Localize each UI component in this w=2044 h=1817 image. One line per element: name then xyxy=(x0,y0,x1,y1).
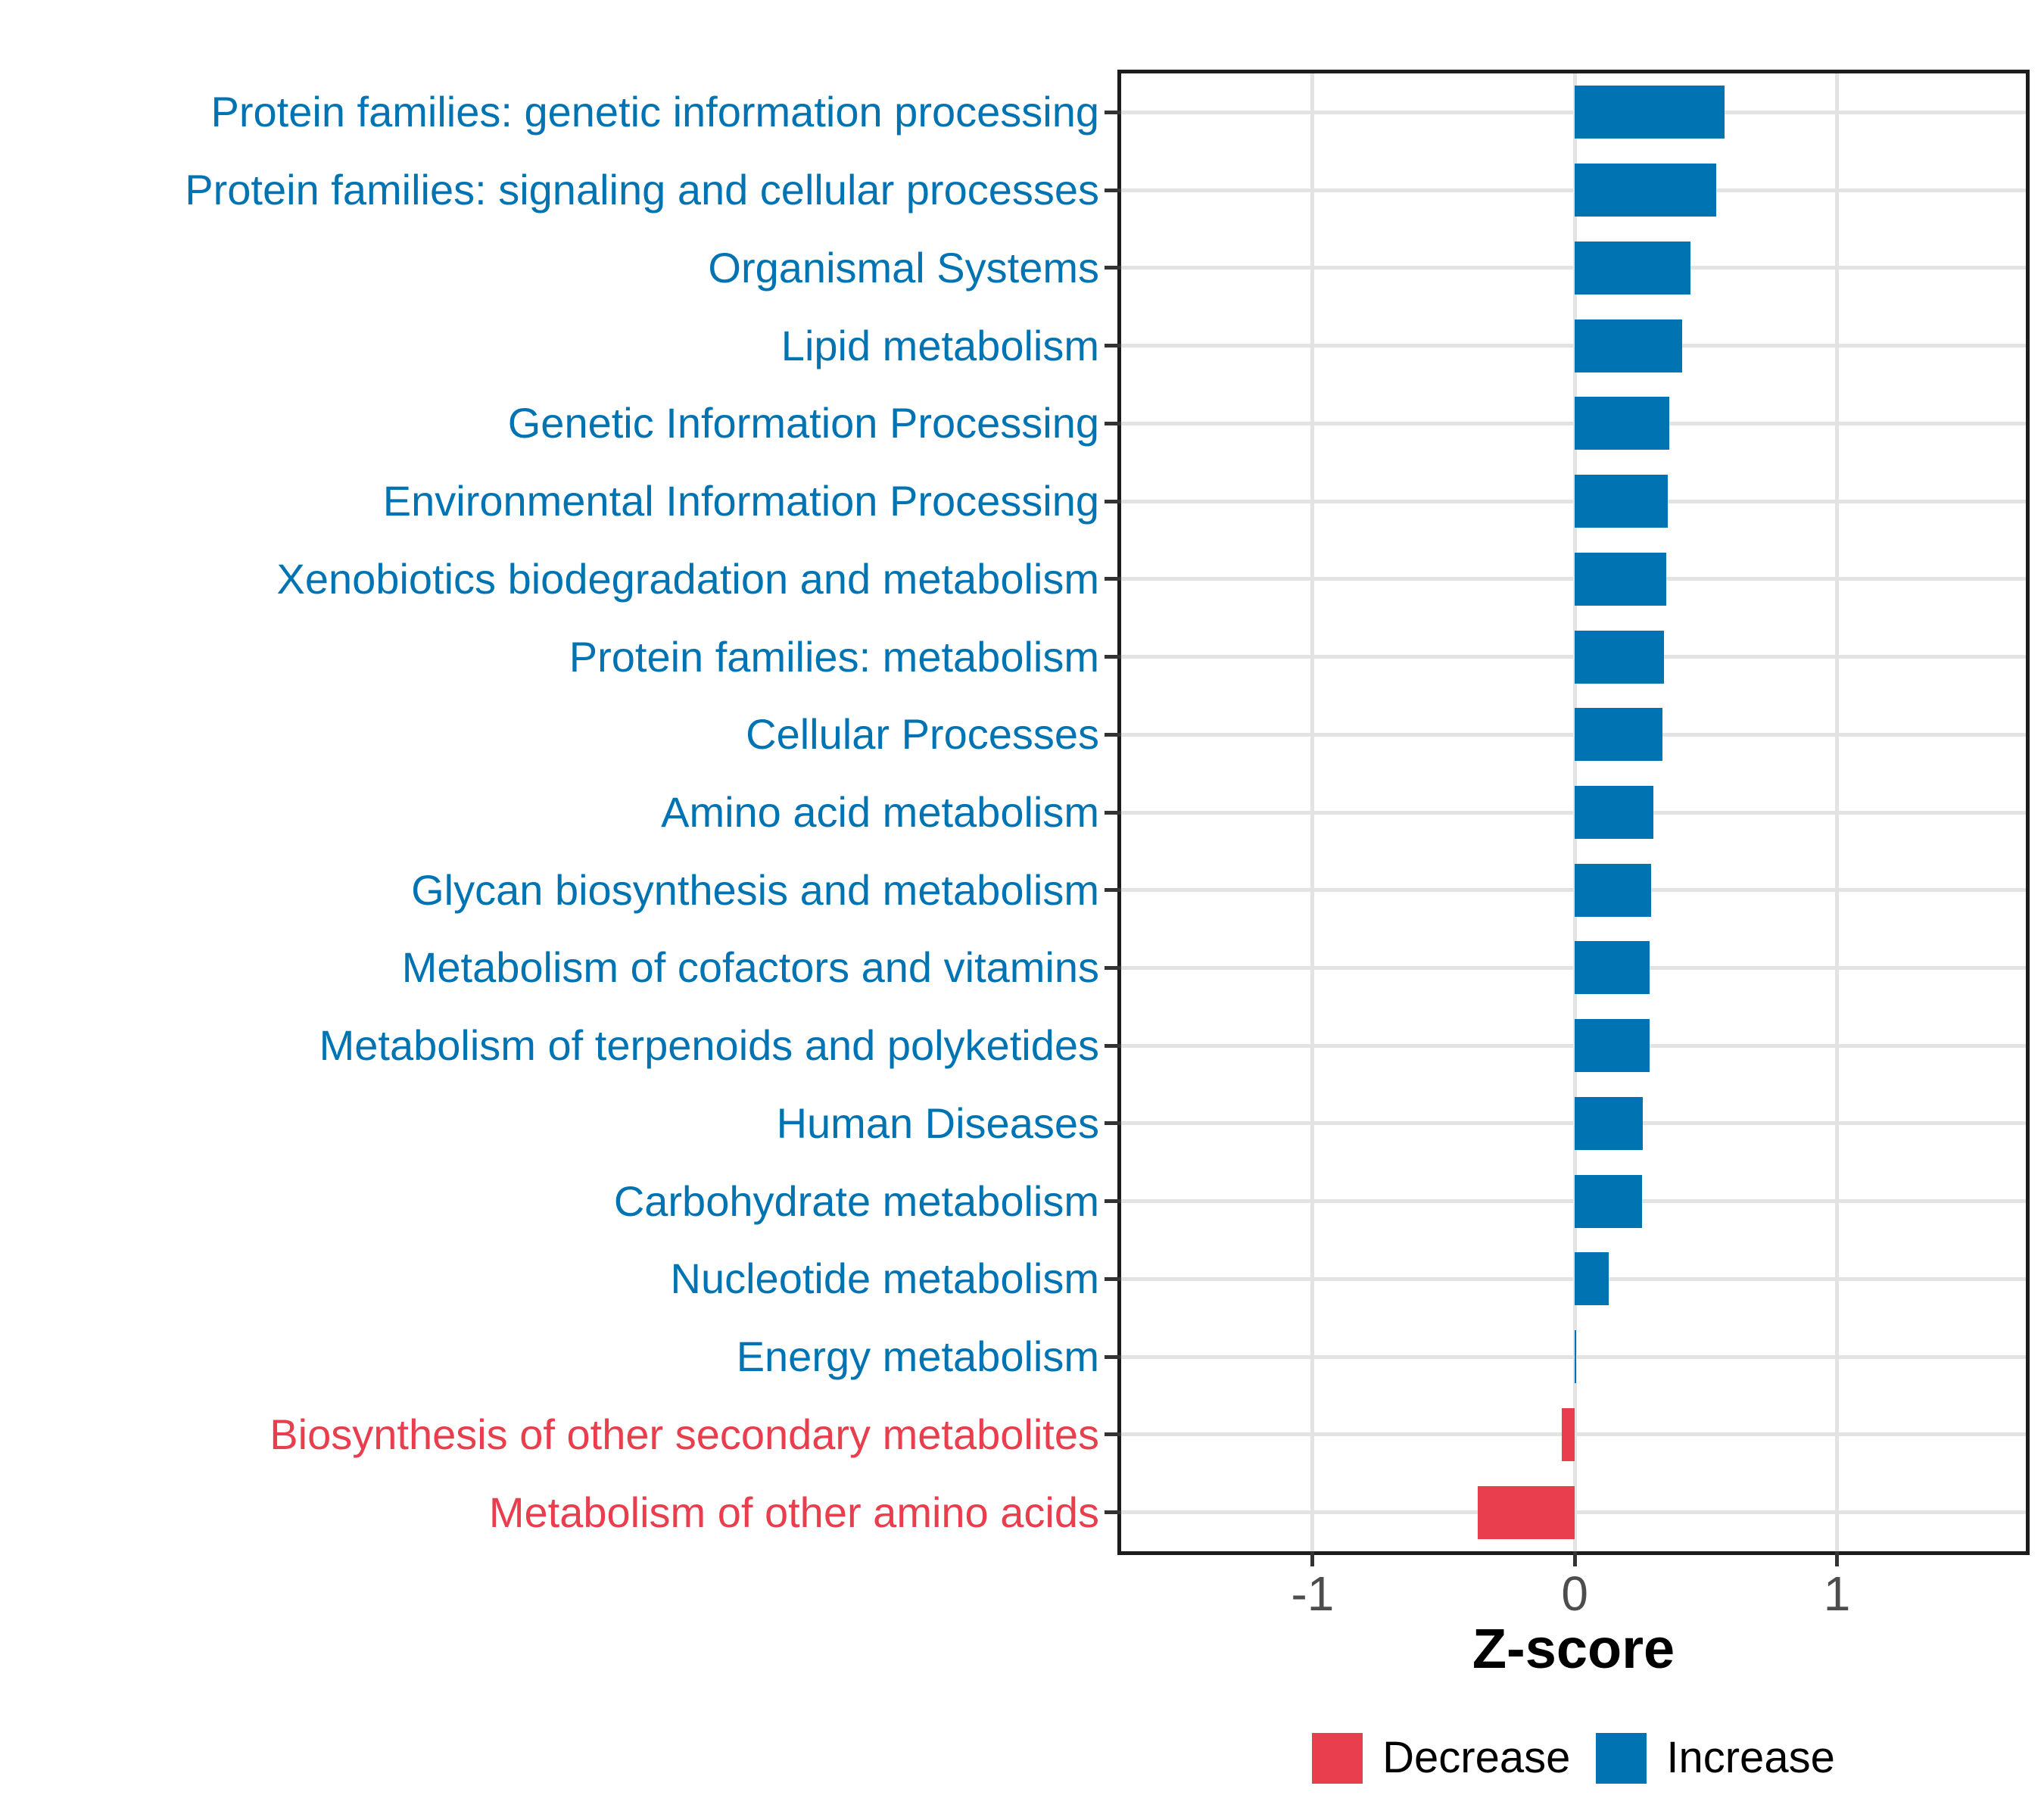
y-axis-tick xyxy=(1105,655,1121,659)
category-label: Biosynthesis of other secondary metaboli… xyxy=(270,1410,1099,1458)
bar-increase xyxy=(1575,708,1663,762)
y-axis-tick xyxy=(1105,732,1121,737)
category-label: Metabolism of other amino acids xyxy=(488,1488,1099,1536)
legend-item-increase: Increase xyxy=(1596,1732,1835,1784)
x-axis-tick-label: 1 xyxy=(1823,1566,1851,1621)
legend-item-decrease: Decrease xyxy=(1312,1732,1571,1784)
x-axis-tick-label: -1 xyxy=(1291,1566,1335,1621)
bar-increase xyxy=(1575,1252,1609,1306)
legend-label: Decrease xyxy=(1382,1733,1571,1782)
category-label: Metabolism of cofactors and vitamins xyxy=(401,943,1099,992)
y-axis-tick xyxy=(1105,577,1121,581)
y-axis-tick xyxy=(1105,266,1121,270)
bar-increase xyxy=(1575,1096,1644,1150)
category-label: Protein families: genetic information pr… xyxy=(210,88,1099,136)
category-label: Carbohydrate metabolism xyxy=(613,1177,1099,1225)
category-label: Nucleotide metabolism xyxy=(670,1254,1099,1303)
y-axis-tick xyxy=(1105,188,1121,192)
legend-swatch-increase xyxy=(1596,1732,1647,1784)
bar-increase xyxy=(1575,1019,1650,1073)
x-axis-tick-label: 0 xyxy=(1561,1566,1589,1621)
bar-increase xyxy=(1575,475,1669,528)
y-axis-tick xyxy=(1105,888,1121,893)
category-label: Cellular Processes xyxy=(746,710,1099,759)
y-axis-tick xyxy=(1105,1121,1121,1126)
bar-increase xyxy=(1575,630,1664,684)
bar-increase xyxy=(1575,552,1667,606)
category-label: Organismal Systems xyxy=(708,243,1099,291)
x-axis-tick xyxy=(1835,1551,1840,1566)
bar-increase xyxy=(1575,241,1690,295)
y-axis-tick xyxy=(1105,1354,1121,1359)
category-label: Xenobiotics biodegradation and metabolis… xyxy=(276,554,1099,603)
bar-increase xyxy=(1575,786,1654,839)
y-axis-tick xyxy=(1105,810,1121,815)
x-axis-tick xyxy=(1572,1551,1577,1566)
bar-increase xyxy=(1575,319,1683,372)
category-label: Environmental Information Processing xyxy=(382,477,1099,525)
gridline-vertical xyxy=(1835,73,1840,1551)
category-label: Metabolism of terpenoids and polyketides xyxy=(319,1021,1099,1070)
y-axis-tick xyxy=(1105,1276,1121,1281)
y-axis-tick xyxy=(1105,421,1121,425)
category-label: Glycan biosynthesis and metabolism xyxy=(411,865,1099,914)
bar-increase xyxy=(1575,1330,1577,1384)
legend: Decrease Increase xyxy=(1121,1724,2026,1792)
category-label: Protein families: metabolism xyxy=(569,632,1099,681)
gridline-vertical xyxy=(1310,73,1315,1551)
bar-increase xyxy=(1575,86,1725,139)
y-axis-tick xyxy=(1105,1510,1121,1515)
bar-increase xyxy=(1575,941,1650,995)
bar-decrease xyxy=(1478,1485,1575,1539)
category-label: Lipid metabolism xyxy=(781,321,1099,369)
legend-label: Increase xyxy=(1666,1733,1835,1782)
category-label: Energy metabolism xyxy=(736,1332,1099,1381)
category-label: Human Diseases xyxy=(776,1099,1099,1147)
y-axis-tick xyxy=(1105,499,1121,503)
y-axis-tick xyxy=(1105,1199,1121,1204)
y-axis-tick xyxy=(1105,110,1121,114)
y-axis-tick xyxy=(1105,965,1121,970)
category-label: Genetic Information Processing xyxy=(507,399,1099,447)
y-axis-tick xyxy=(1105,1043,1121,1048)
category-label: Protein families: signaling and cellular… xyxy=(185,166,1099,214)
legend-swatch-decrease xyxy=(1312,1732,1363,1784)
y-axis-tick xyxy=(1105,344,1121,348)
x-axis-tick xyxy=(1310,1551,1315,1566)
bar-increase xyxy=(1575,863,1651,917)
y-axis-tick xyxy=(1105,1432,1121,1437)
bar-increase xyxy=(1575,1174,1642,1228)
bar-increase xyxy=(1575,164,1717,217)
x-axis-title: Z-score xyxy=(1472,1617,1675,1680)
bar-decrease xyxy=(1561,1407,1575,1461)
bar-increase xyxy=(1575,397,1669,450)
category-label: Amino acid metabolism xyxy=(661,787,1099,836)
